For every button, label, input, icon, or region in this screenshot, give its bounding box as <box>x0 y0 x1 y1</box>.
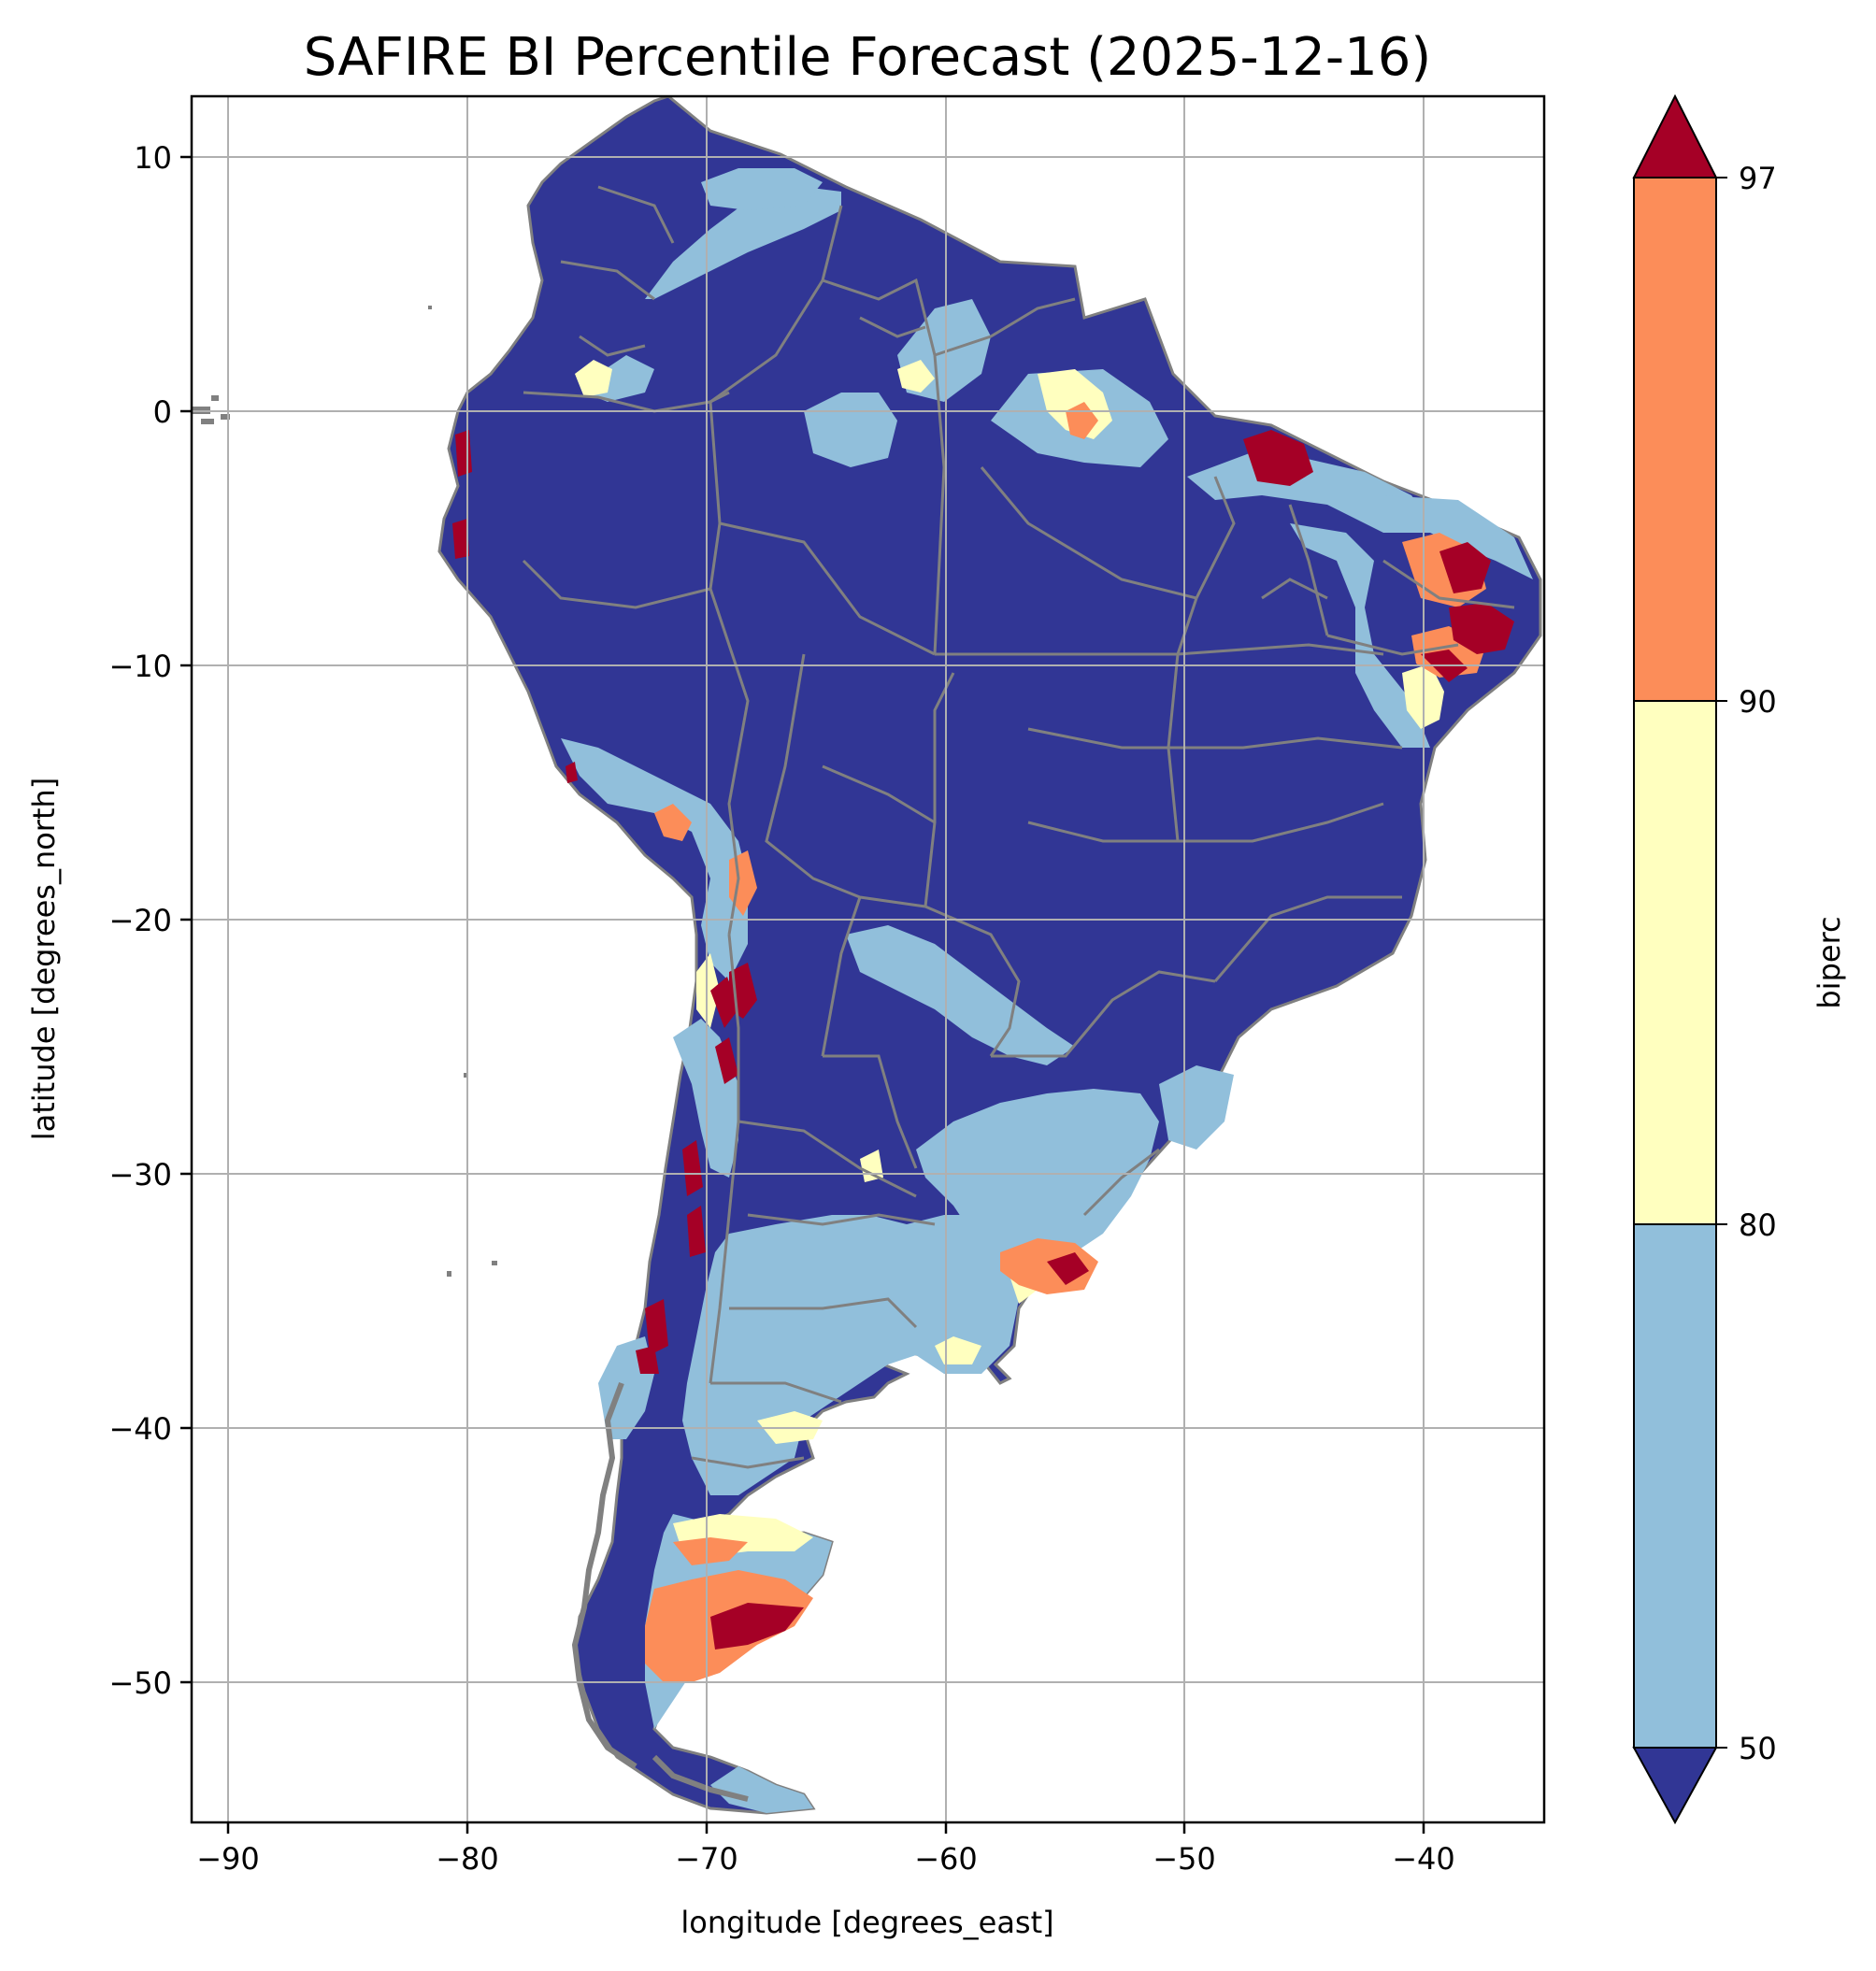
y-tick-label: 10 <box>134 140 172 176</box>
x-tick-label: −60 <box>914 1841 978 1877</box>
y-tick-label: −10 <box>108 649 172 684</box>
x-tick-label: −80 <box>436 1841 499 1877</box>
x-tick-label: −50 <box>1153 1841 1216 1877</box>
borders <box>522 185 1515 1469</box>
gridlines <box>192 96 1544 1822</box>
colorbar-bin-80-90 <box>1633 700 1717 1225</box>
colorbar-extend-low <box>1632 1747 1718 1825</box>
y-axis-label: latitude [degrees_north] <box>26 778 62 1141</box>
colorbar-label: biperc <box>1812 916 1847 1008</box>
southern-archipelago <box>571 1381 749 1802</box>
colorbar-bin-50-80 <box>1633 1223 1717 1749</box>
x-tick-label: −90 <box>196 1841 260 1877</box>
map-title: SAFIRE BI Percentile Forecast (2025-12-1… <box>304 27 1431 88</box>
x-axis <box>226 1822 1425 1834</box>
axes-frame <box>190 94 1546 1824</box>
colorbar-tick-label: 97 <box>1739 161 1777 196</box>
bin-above-97 <box>452 430 1514 1650</box>
y-tick-label: −30 <box>108 1157 172 1193</box>
colorbar-tick-label: 50 <box>1739 1731 1777 1766</box>
y-tick-label: −20 <box>108 903 172 938</box>
x-axis-label: longitude [degrees_east] <box>680 1905 1053 1940</box>
colorbar-bin-90-97 <box>1633 177 1717 702</box>
colorbar-tick-label: 90 <box>1739 684 1777 720</box>
y-tick-label: −40 <box>108 1411 172 1447</box>
y-axis <box>180 155 192 1684</box>
y-tick-label: −50 <box>108 1665 172 1701</box>
colorbar-tick-label: 80 <box>1739 1207 1777 1243</box>
x-tick-label: −70 <box>675 1841 738 1877</box>
x-tick-label: −40 <box>1392 1841 1455 1877</box>
colorbar-extend-high <box>1632 93 1718 179</box>
map-layers <box>192 96 1542 1815</box>
y-tick-label: 0 <box>153 394 172 430</box>
colorbar <box>1632 93 1727 1825</box>
